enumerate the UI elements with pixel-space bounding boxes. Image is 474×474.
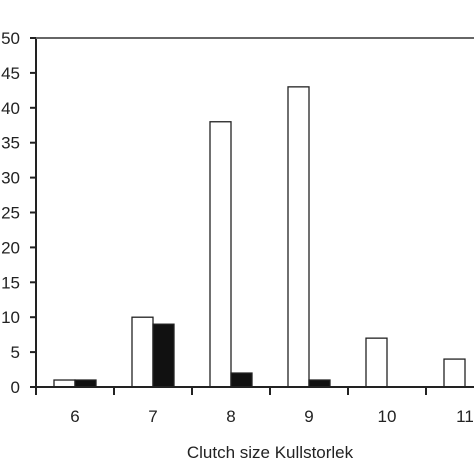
bar-series-1-cat-9 bbox=[308, 379, 331, 388]
y-tick-label: 35 bbox=[1, 134, 20, 153]
x-tick-label: 6 bbox=[70, 407, 79, 426]
bar-series-0-cat-6 bbox=[53, 379, 76, 388]
bar-series-0-cat-11 bbox=[443, 358, 466, 388]
y-tick-label: 25 bbox=[1, 204, 20, 223]
bar-series-0-cat-8 bbox=[209, 121, 232, 388]
x-tick-label: 8 bbox=[226, 407, 235, 426]
y-tick-label: 40 bbox=[1, 99, 20, 118]
bar-series-1-cat-7 bbox=[152, 323, 175, 388]
x-tick-label: 10 bbox=[378, 407, 397, 426]
x-tick-label: 9 bbox=[304, 407, 313, 426]
bar-series-1-cat-6 bbox=[74, 379, 97, 388]
bar-series-1-cat-8 bbox=[230, 372, 253, 388]
y-ticks: 0 5 10 15 20 25 30 35 40 45 50 bbox=[1, 29, 36, 397]
x-tick-label: 7 bbox=[148, 407, 157, 426]
x-tick-label: 11 bbox=[456, 407, 474, 426]
y-tick-label: 15 bbox=[1, 273, 20, 292]
bar-series-0-cat-7 bbox=[131, 316, 154, 388]
bars-layer bbox=[53, 86, 466, 388]
x-ticks: 6 7 8 9 10 11 bbox=[35, 387, 474, 426]
y-tick-label: 50 bbox=[1, 29, 20, 48]
x-axis-title: Clutch size Kullstorlek bbox=[187, 443, 354, 462]
axes-layer bbox=[35, 37, 474, 388]
y-tick-label: 10 bbox=[1, 308, 20, 327]
y-tick-label: 0 bbox=[11, 378, 20, 397]
y-tick-label: 5 bbox=[11, 343, 20, 362]
y-tick-label: 45 bbox=[1, 64, 20, 83]
bar-series-0-cat-9 bbox=[287, 86, 310, 388]
bar-series-0-cat-10 bbox=[365, 337, 388, 388]
y-tick-label: 30 bbox=[1, 169, 20, 188]
y-tick-label: 20 bbox=[1, 238, 20, 257]
